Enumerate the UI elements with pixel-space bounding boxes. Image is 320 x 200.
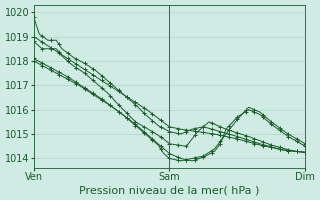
X-axis label: Pression niveau de la mer( hPa ): Pression niveau de la mer( hPa ) [79, 185, 260, 195]
